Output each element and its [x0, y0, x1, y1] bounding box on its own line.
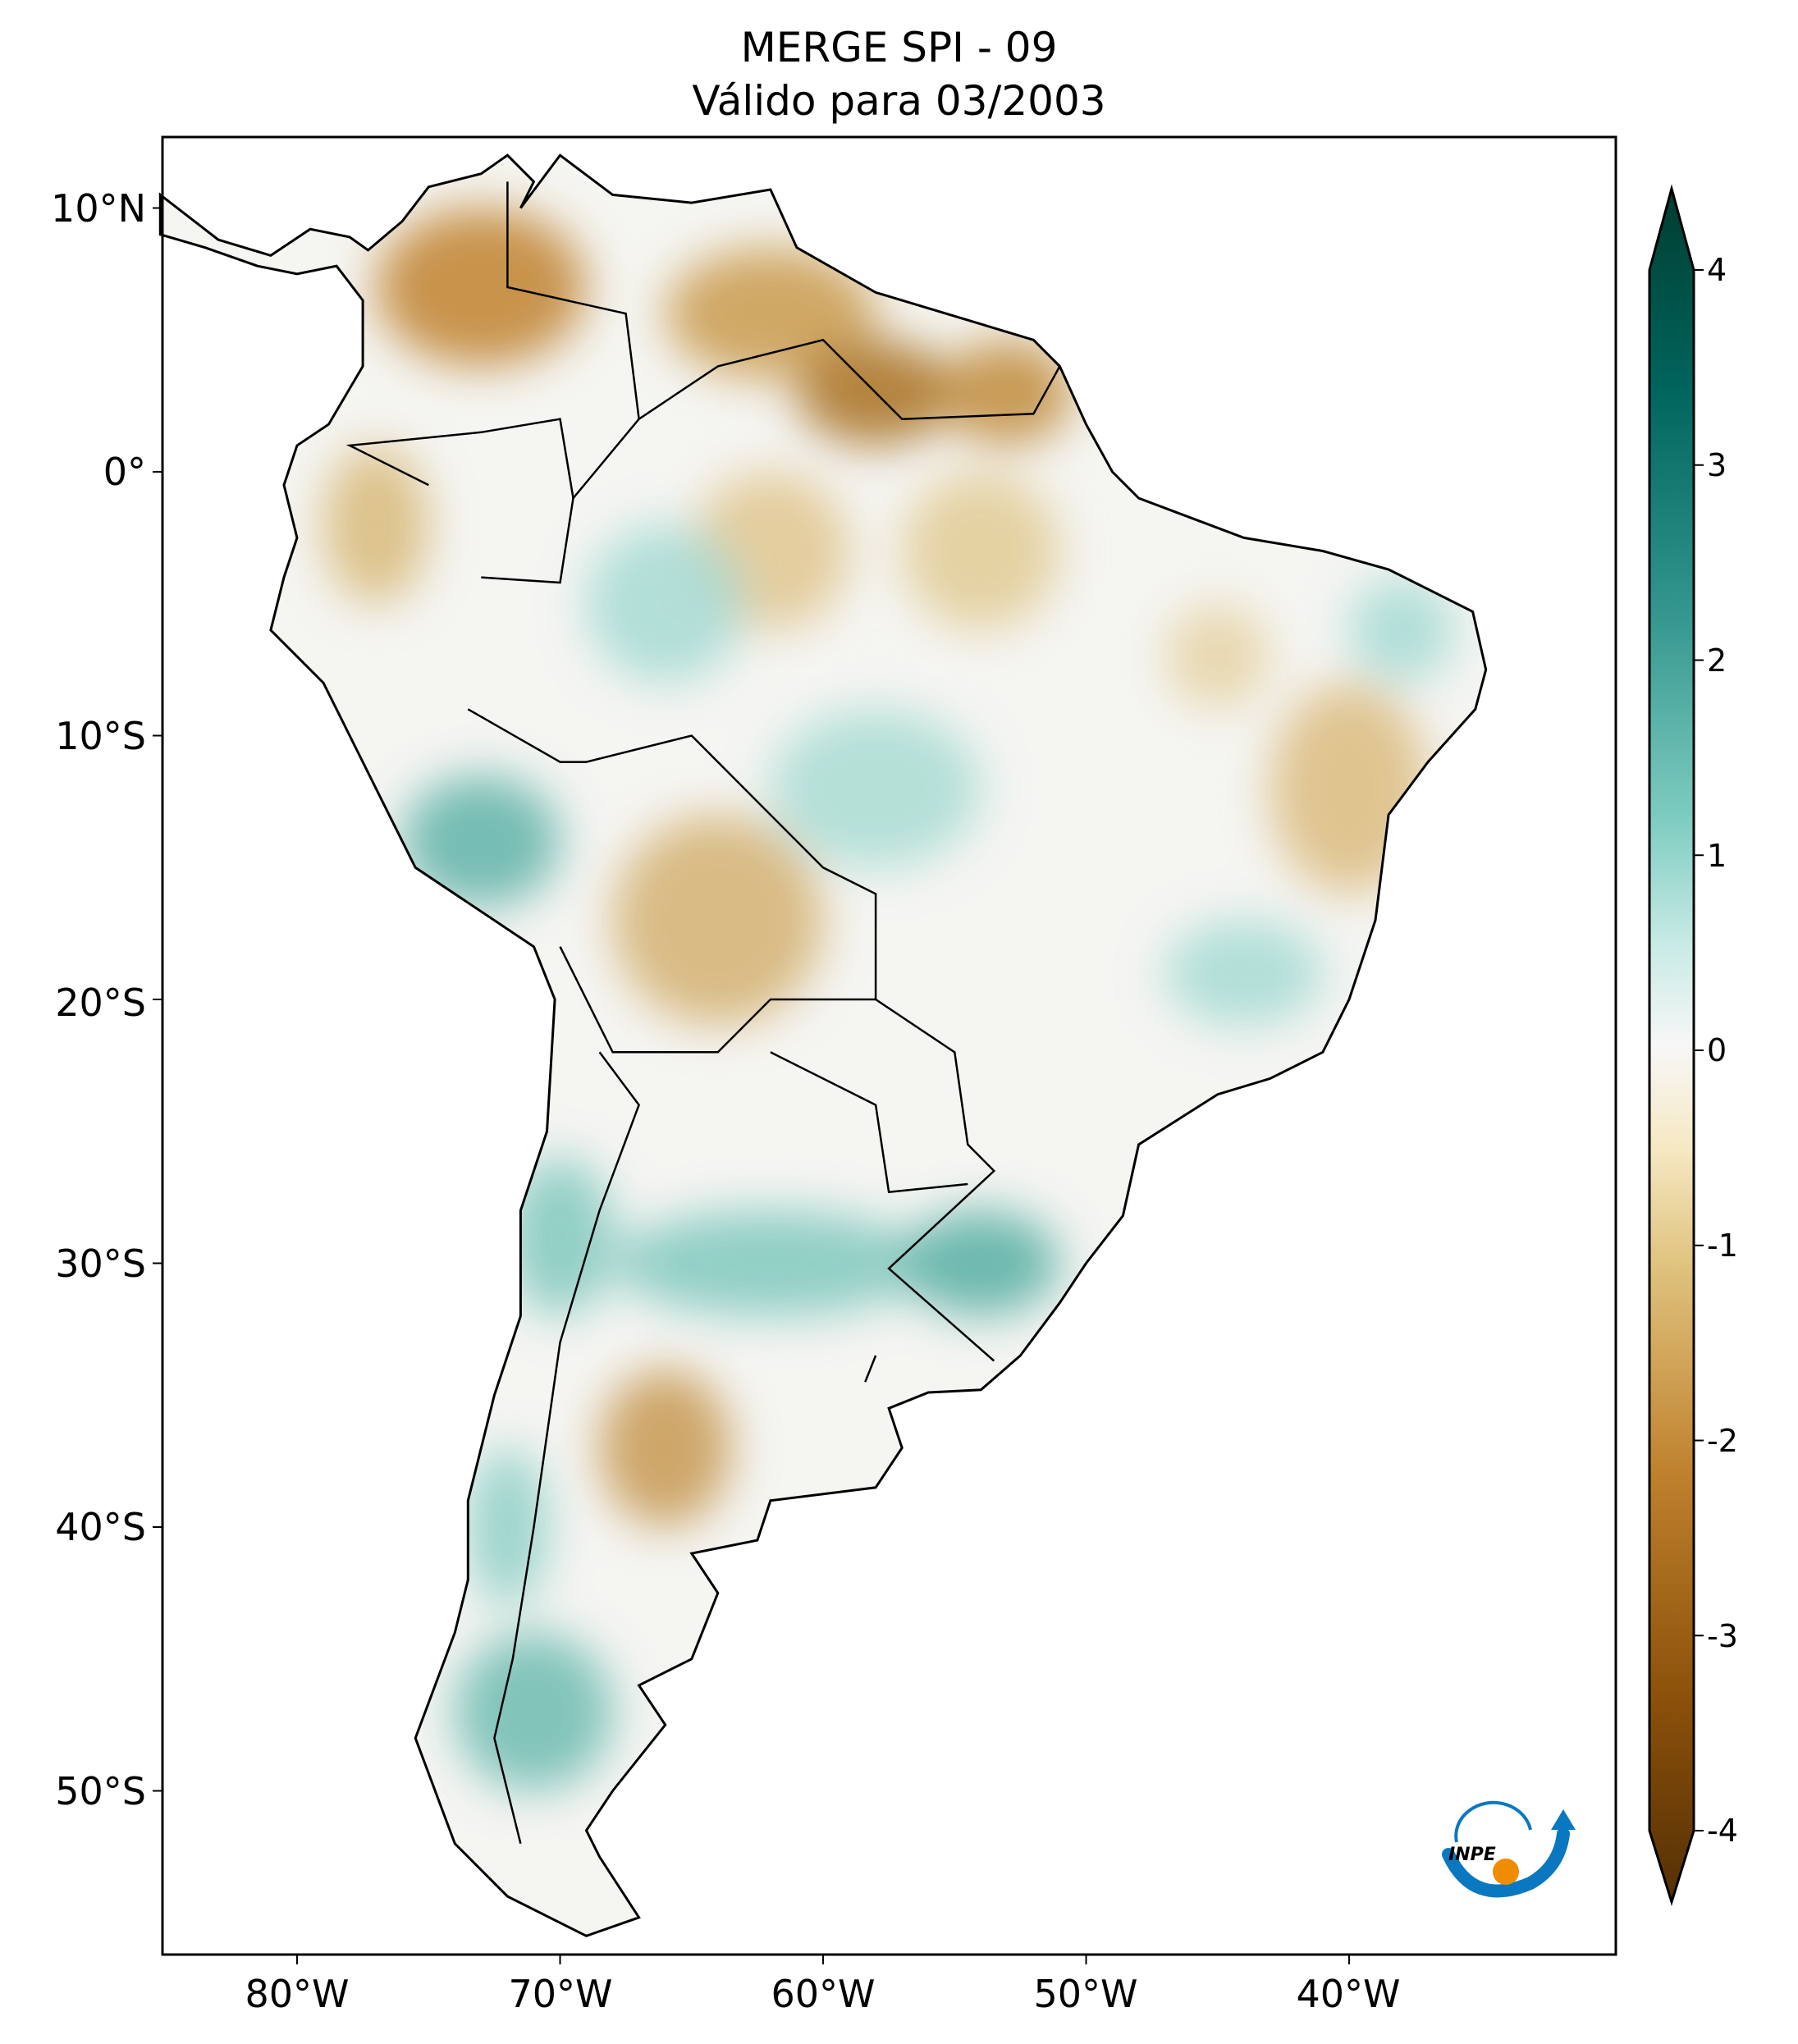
colorbar-tick-label: 4: [1707, 252, 1727, 288]
country-border: [467, 708, 996, 1362]
colorbar-tick-label: 1: [1707, 838, 1727, 874]
lat-tick-label: 40°S: [55, 1505, 146, 1549]
spi-anomaly-region: [468, 1448, 547, 1606]
country-border: [770, 1051, 968, 1194]
colorbar-tick-label: 2: [1707, 642, 1727, 679]
country-border: [506, 181, 640, 419]
map-title: MERGE SPI - 09: [740, 24, 1058, 71]
country-border: [864, 1355, 877, 1383]
lat-tick-label: 30°S: [55, 1241, 146, 1286]
spi-anomaly-region: [455, 1633, 613, 1791]
spi-anomaly-region: [507, 1158, 613, 1316]
spi-field: [160, 155, 1486, 1937]
spi-anomaly-region: [941, 340, 1073, 446]
spi-anomaly-region: [771, 709, 981, 867]
coastline: [158, 153, 1488, 1937]
inpe-logo: INPE: [1442, 1800, 1576, 1898]
spi-anomaly-region: [599, 1369, 731, 1527]
colorbar-tick-label: -4: [1707, 1813, 1738, 1849]
spi-anomaly-region: [1164, 920, 1323, 1026]
spi-anomaly-region: [1164, 604, 1270, 710]
spi-anomaly-region: [376, 208, 587, 366]
lon-tick-label: 60°W: [771, 1972, 876, 2016]
land-layer: [158, 153, 1488, 1937]
colorbar-tick-label: 0: [1707, 1032, 1727, 1068]
spi-anomaly-region: [1349, 577, 1455, 683]
spi-anomaly-region: [323, 446, 429, 604]
lon-tick-label: 40°W: [1296, 1972, 1401, 2016]
spi-anomaly-region: [902, 1210, 1060, 1316]
lat-tick-label: 0°: [103, 450, 146, 494]
spi-anomaly-region: [612, 815, 823, 1026]
spi-anomaly-region: [612, 1210, 928, 1316]
colorbar: [1648, 184, 1704, 1907]
colorbar-tick-label: 3: [1707, 447, 1727, 483]
map-frame: [161, 135, 1617, 1956]
lon-tick-label: 70°W: [508, 1972, 613, 2016]
colorbar-tick-label: -1: [1707, 1228, 1738, 1264]
colorbar-tick-label: -3: [1707, 1618, 1738, 1654]
colorbar-tick-label: -2: [1707, 1423, 1738, 1459]
logo-text: INPE: [1448, 1845, 1496, 1865]
logo-orange-dot-icon: [1493, 1859, 1519, 1885]
spi-anomaly-region: [665, 248, 876, 380]
map-subtitle: Válido para 03/2003: [692, 77, 1106, 125]
logo-arrow-icon: [1551, 1809, 1576, 1830]
country-border: [481, 338, 1061, 584]
colorbar-bar: [1648, 184, 1695, 1907]
spi-anomaly-region: [402, 775, 560, 908]
spi-anomaly-region: [902, 472, 1060, 630]
lon-tick-label: 80°W: [245, 1972, 350, 2016]
lat-tick-label: 10°S: [55, 714, 146, 758]
lat-tick-label: 50°S: [55, 1769, 146, 1813]
logo-arc-icon: [1454, 1800, 1532, 1843]
lat-tick-label: 20°S: [55, 981, 146, 1025]
axis-ticks: [153, 207, 1350, 1964]
country-border: [559, 946, 876, 1054]
lat-tick-label: 10°N: [51, 186, 146, 231]
logo-swoosh-icon: [1442, 1827, 1570, 1898]
country-border: [345, 418, 574, 499]
country-border: [493, 1051, 641, 1845]
lon-tick-label: 50°W: [1033, 1972, 1138, 2016]
spi-anomaly-region: [586, 524, 744, 683]
